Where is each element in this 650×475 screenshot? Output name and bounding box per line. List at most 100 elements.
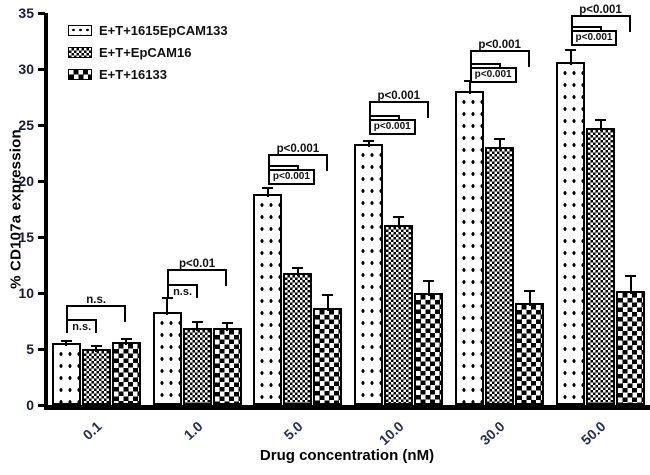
sig-bracket-inner: p<0.001: [368, 114, 416, 135]
error-bar-cap: [191, 321, 203, 323]
y-tick-label: 25: [18, 117, 34, 133]
error-bar: [65, 340, 68, 347]
sig-label: p<0.001: [276, 143, 320, 156]
sig-label-boxed: p<0.001: [267, 169, 315, 186]
sig-bracket-outer: p<0.001: [267, 143, 328, 172]
fine-check-pattern-swatch: [68, 47, 92, 58]
y-tick: [38, 235, 45, 239]
bar: [485, 147, 515, 405]
error-bar: [468, 80, 471, 95]
bar: [354, 144, 384, 405]
sig-bracket-outer: p<0.001: [570, 4, 631, 33]
sig-label: p<0.001: [579, 4, 622, 17]
bar: [455, 91, 485, 405]
y-tick: [38, 123, 45, 127]
error-bar: [367, 139, 370, 148]
error-bar: [296, 267, 299, 276]
sig-bracket-inner: n.s.: [66, 318, 98, 333]
error-bar-cap: [625, 275, 636, 278]
error-bar: [599, 119, 602, 132]
error-bar: [498, 138, 501, 151]
sig-bracket-inner: p<0.001: [267, 165, 315, 186]
legend-item: E+T+16133: [68, 67, 228, 82]
bar: [556, 62, 585, 405]
error-bar: [629, 275, 632, 294]
bar: [81, 349, 111, 405]
y-tick: [38, 179, 45, 183]
y-tick-label: 35: [18, 5, 34, 21]
error-bar-cap: [221, 322, 233, 325]
bar: [212, 327, 242, 405]
bar: [586, 128, 615, 405]
y-tick: [38, 291, 45, 295]
y-axis-line: [44, 13, 48, 405]
y-tick-label: 20: [18, 173, 34, 189]
y-tick-label: 0: [26, 397, 34, 413]
x-axis-title: Drug concentration (nM): [259, 447, 435, 464]
bar: [515, 303, 545, 405]
bar: [313, 307, 343, 405]
error-bar-cap: [262, 186, 274, 189]
y-tick-label: 10: [18, 285, 34, 301]
y-tick: [38, 67, 45, 71]
sig-label: n.s.: [86, 294, 107, 307]
sig-label-boxed: p<0.001: [469, 67, 517, 84]
error-bar: [266, 186, 269, 198]
y-tick: [38, 11, 45, 15]
error-bar-cap: [595, 119, 606, 122]
bar: [182, 327, 212, 405]
bar: [283, 272, 313, 405]
sig-bracket-inner: p<0.001: [570, 26, 618, 47]
error-bar: [166, 297, 169, 316]
error-bar: [569, 48, 572, 66]
sig-bracket-inner: p<0.001: [469, 63, 517, 84]
legend-label: E+T+16133: [99, 67, 167, 82]
legend-item: E+T+EpCAM16: [68, 45, 228, 60]
bar: [384, 224, 414, 405]
error-bar: [528, 289, 531, 307]
y-tick: [38, 403, 45, 407]
bar: [414, 293, 444, 405]
y-tick-label: 30: [18, 61, 34, 77]
error-bar-cap: [90, 344, 102, 347]
bar: [616, 290, 645, 405]
sig-label: p<0.01: [178, 258, 216, 271]
error-bar-cap: [423, 279, 435, 282]
bar: [253, 194, 283, 405]
sig-label: p<0.001: [478, 38, 521, 51]
sig-bracket-outer: p<0.001: [368, 90, 429, 119]
error-bar-cap: [363, 139, 375, 142]
legend-item: E+T+1615EpCAM133: [68, 23, 228, 38]
sig-bracket-outer: p<0.01: [167, 258, 228, 287]
y-axis-title: % CD107a expression: [7, 129, 25, 289]
legend-label: E+T+EpCAM16: [99, 45, 192, 60]
bar: [51, 343, 81, 405]
error-bar-cap: [292, 267, 304, 270]
error-bar: [125, 337, 128, 346]
error-bar-cap: [494, 138, 506, 141]
error-bar: [95, 344, 98, 352]
error-bar: [226, 322, 229, 331]
error-bar: [326, 294, 329, 311]
bar: [152, 312, 182, 405]
y-tick-label: 15: [18, 229, 34, 245]
x-axis-line: [44, 405, 650, 410]
error-bar-cap: [120, 337, 132, 340]
y-tick: [38, 347, 45, 351]
bar: [111, 342, 141, 405]
error-bar-cap: [161, 297, 173, 300]
error-bar: [427, 279, 430, 296]
legend-label: E+T+1615EpCAM133: [99, 23, 228, 38]
error-bar-cap: [393, 215, 405, 218]
sig-label: p<0.001: [377, 90, 421, 103]
sig-bracket-inner: n.s.: [167, 284, 199, 299]
y-tick-label: 5: [26, 341, 34, 357]
sig-label: n.s.: [72, 320, 92, 333]
dots-pattern-swatch: [68, 25, 92, 36]
error-bar-cap: [60, 340, 72, 343]
legend: E+T+1615EpCAM133 E+T+EpCAM16 E+T+16133: [68, 23, 228, 82]
error-bar-cap: [524, 289, 536, 292]
plot-area: E+T+1615EpCAM133 E+T+EpCAM16 E+T+16133 0 5 1…: [18, 4, 650, 448]
sig-label-boxed: p<0.001: [570, 30, 618, 47]
